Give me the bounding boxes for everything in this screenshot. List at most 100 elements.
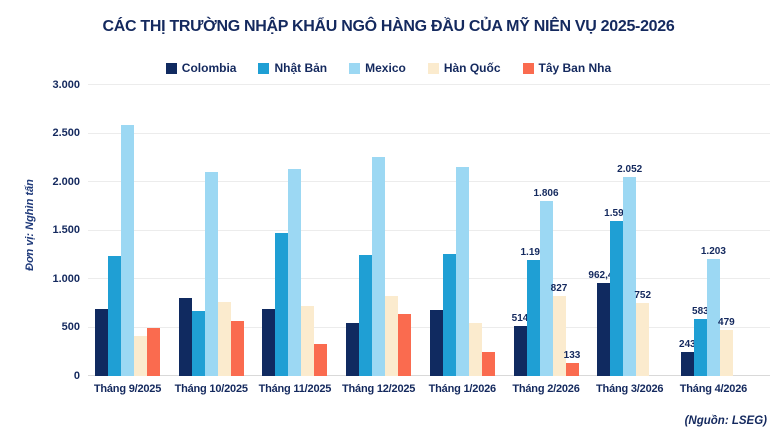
- x-axis-label: Tháng 11/2025: [258, 383, 332, 395]
- bar: [455, 167, 469, 376]
- bar: 752: [634, 290, 651, 376]
- x-axis-label: Tháng 2/2026: [512, 383, 580, 395]
- legend-label: Mexico: [365, 61, 406, 75]
- bar-value-label: 583: [692, 306, 709, 318]
- legend-swatch: [165, 62, 177, 74]
- bar: [262, 309, 276, 376]
- bar: 827: [551, 283, 567, 376]
- legend-label: Tây Ban Nha: [538, 61, 612, 75]
- x-axis-label: Tháng 3/2026: [596, 383, 664, 395]
- legend-item: Nhật Bản: [258, 61, 327, 75]
- y-tick-label: 1.000: [52, 272, 80, 285]
- bar: 962,44: [588, 270, 619, 376]
- bar: [359, 255, 373, 376]
- bar: [442, 254, 456, 376]
- legend-item: Mexico: [349, 61, 406, 75]
- legend-label: Nhật Bản: [274, 61, 328, 75]
- bar: 243: [679, 339, 696, 376]
- legend-item: Hàn Quốc: [427, 61, 501, 75]
- bar-value-label: 243: [679, 339, 696, 351]
- x-axis-line: [88, 375, 770, 376]
- bar: 514: [512, 313, 528, 376]
- gridline: [88, 229, 770, 231]
- bar-value-label: 133: [563, 350, 581, 362]
- bar: [134, 336, 147, 376]
- legend-item: Tây Ban Nha: [522, 61, 612, 75]
- bar: [108, 255, 121, 376]
- legend-label: Hàn Quốc: [443, 61, 501, 75]
- legend-swatch: [349, 62, 361, 74]
- bar: 1.599: [604, 208, 629, 376]
- x-axis-label: Tháng 1/2026: [428, 383, 496, 395]
- y-tick-label: 2.000: [52, 175, 80, 188]
- legend-swatch: [427, 62, 439, 74]
- bar: 133: [564, 350, 580, 376]
- bar-value-label: 514: [511, 313, 529, 325]
- legend-label: Colombia: [181, 61, 237, 75]
- bar: [230, 321, 244, 376]
- bar-group: [262, 85, 328, 376]
- bar-value-label: 1.199: [520, 246, 546, 258]
- bar: [288, 169, 302, 376]
- bar: 2.052: [617, 164, 642, 376]
- bar: [121, 124, 134, 376]
- bar: [398, 313, 412, 376]
- bar-group: [346, 85, 412, 376]
- legend-item: Colombia: [165, 61, 237, 75]
- gridline: [88, 278, 770, 279]
- bar: 1.199: [520, 247, 546, 376]
- bar: [346, 323, 360, 376]
- bar: [275, 233, 289, 376]
- bar: [204, 171, 218, 376]
- bar-value-label: 962,44: [588, 269, 619, 281]
- x-axis-labels: Tháng 9/2025 Tháng 10/2025 Tháng 11/2025 Th…: [88, 383, 770, 399]
- bar: [301, 305, 315, 376]
- bar-group: [95, 85, 160, 376]
- bar-group: 243 583 1.203 479: [679, 85, 735, 376]
- bar: [385, 296, 399, 376]
- bar-group: [178, 85, 244, 376]
- bar-value-label: 752: [634, 290, 652, 302]
- bar: [147, 328, 160, 376]
- source-note: (Nguồn: LSEG): [684, 415, 767, 427]
- bar-value-label: 827: [550, 282, 568, 294]
- bar: 583: [692, 306, 709, 376]
- bar: [95, 309, 108, 376]
- bar: [217, 302, 231, 376]
- bar: 479: [718, 317, 735, 376]
- bar: [314, 344, 328, 376]
- gridline: [88, 132, 770, 134]
- bar-value-label: 1.599: [604, 207, 630, 219]
- bar-value-label: 1.203: [700, 246, 726, 258]
- bar: [191, 310, 205, 376]
- x-axis-label: Tháng 4/2026: [679, 383, 748, 395]
- chart-title: CÁC THỊ TRƯỜNG NHẬP KHẨU NGÔ HÀNG ĐẦU CỦ…: [102, 18, 675, 35]
- gridline: [88, 84, 770, 85]
- bar-group: [429, 85, 495, 376]
- bar: [481, 352, 495, 376]
- bar: 1.203: [701, 246, 726, 376]
- legend-swatch: [522, 62, 534, 74]
- bar: 1.806: [533, 188, 559, 376]
- bar: [372, 156, 386, 376]
- legend-swatch: [258, 62, 270, 74]
- x-axis-label: Tháng 12/2025: [341, 383, 416, 395]
- bar-group: 514 1.199 1.806 827 133: [512, 85, 580, 376]
- y-tick-label: 3.000: [52, 78, 80, 91]
- bar: [178, 297, 192, 376]
- x-axis-label: Tháng 10/2025: [174, 383, 248, 395]
- gridline: [88, 181, 770, 182]
- bar: [468, 322, 482, 376]
- bar-value-label: 1.806: [533, 187, 559, 199]
- bar-group: 962,44 1.599 2.052 752: [588, 85, 651, 376]
- bar: [429, 309, 443, 376]
- y-tick-label: 0: [73, 369, 80, 382]
- bar-value-label: 479: [718, 316, 735, 328]
- y-tick-label: 2.500: [52, 127, 80, 139]
- x-axis-label: Tháng 9/2025: [93, 383, 162, 395]
- plot-area: 514 1.199 1.806 827 133 962,44 1.599 2.052 752 24…: [88, 84, 770, 376]
- y-tick-label: 500: [61, 321, 80, 333]
- bar-value-label: 2.052: [617, 163, 643, 175]
- y-tick-label: 1.500: [52, 224, 80, 236]
